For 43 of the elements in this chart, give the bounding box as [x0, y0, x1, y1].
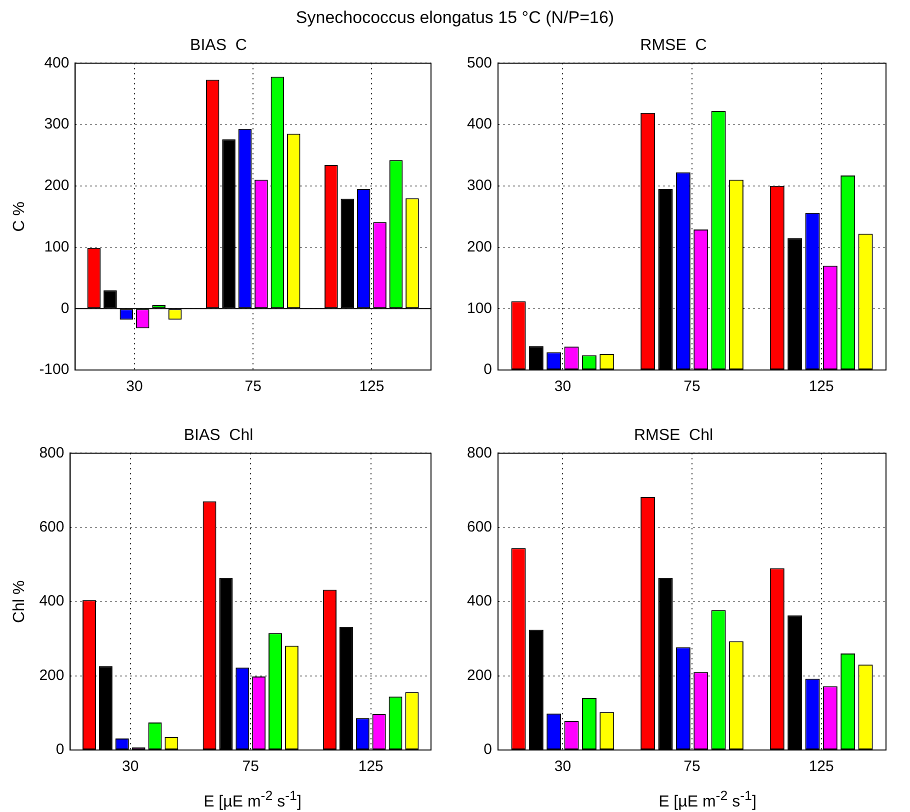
- y-tick-label: 200: [39, 666, 64, 684]
- x-tick-label: 30: [122, 758, 139, 776]
- x-tick-label: 75: [244, 378, 262, 396]
- x-tick-label: 30: [554, 378, 572, 396]
- y-tick-label: 600: [39, 518, 64, 536]
- x-axis-title: E [µE m$^{-2}$ s$^{-1}$]: [202, 788, 302, 812]
- chart-title: BIAS C: [190, 37, 247, 54]
- y-tick-label: 200: [466, 238, 492, 256]
- x-tick-label: 125: [808, 378, 834, 396]
- y-axis-title: C %: [11, 201, 28, 232]
- chart-title: RMSE C: [640, 37, 707, 54]
- y-tick-label: 100: [44, 238, 70, 256]
- x-tick-label: 125: [808, 758, 834, 776]
- y-tick-label: 0: [56, 741, 64, 758]
- x-tick-label: 75: [684, 378, 700, 396]
- y-tick-label: 0: [60, 300, 70, 317]
- chart-title: BIAS Chl: [184, 427, 254, 444]
- chart-title: RMSE Chl: [634, 427, 714, 444]
- y-tick-label: 0: [484, 741, 492, 758]
- x-axis-title: E [µE m$^{-2}$ s$^{-1}$]: [658, 788, 758, 812]
- x-tick-label: 75: [684, 758, 700, 776]
- y-tick-label: 800: [466, 444, 492, 462]
- y-tick-label: 500: [466, 54, 492, 72]
- y-tick-label: -100: [39, 361, 70, 378]
- y-tick-label: 400: [466, 592, 492, 610]
- y-axis-title: Chl %: [11, 580, 28, 623]
- y-tick-label: 800: [39, 444, 64, 462]
- y-tick-label: 400: [39, 592, 64, 610]
- text: Synechococcus elongatus 15 °C (N/P=16): [294, 8, 616, 28]
- x-tick-label: 30: [126, 378, 143, 396]
- x-tick-label: 30: [554, 758, 572, 776]
- x-tick-label: 75: [242, 758, 259, 776]
- y-tick-label: 200: [466, 666, 492, 684]
- y-tick-label: 400: [44, 54, 70, 72]
- x-tick-label: 125: [358, 758, 384, 776]
- y-tick-label: 300: [466, 177, 492, 194]
- y-tick-label: 300: [44, 116, 70, 133]
- y-tick-label: 0: [484, 361, 492, 378]
- y-tick-label: 600: [466, 518, 492, 536]
- y-tick-label: 100: [466, 300, 492, 317]
- y-tick-label: 400: [466, 116, 492, 133]
- y-tick-label: 200: [44, 177, 70, 194]
- x-tick-label: 125: [359, 378, 384, 396]
